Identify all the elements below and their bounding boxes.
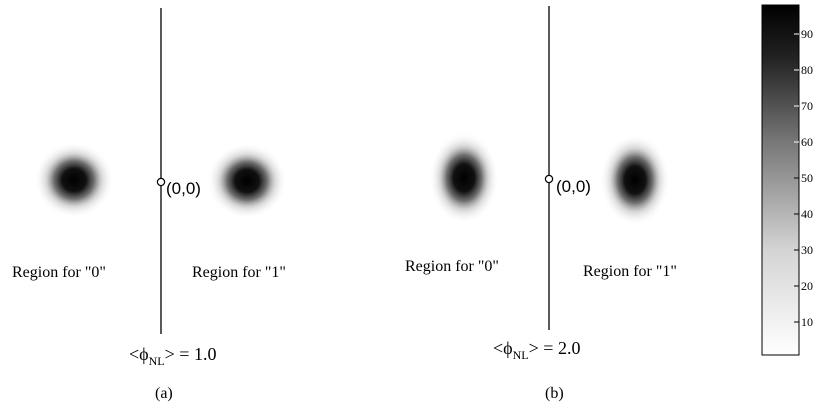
colorbar-tick-label: 50 [801, 171, 813, 185]
colorbar-tick-label: 90 [801, 27, 813, 41]
region-0-label-a: Region for "0" [12, 264, 106, 281]
origin-marker-a [156, 177, 166, 187]
constellation-blob-1-b [600, 134, 670, 226]
caption-a: (a) [155, 385, 173, 402]
origin-label-b: (0,0) [556, 177, 591, 196]
colorbar-tick-label: 40 [801, 207, 813, 221]
colorbar-tick-label: 80 [801, 63, 813, 77]
colorbar-tick-label: 20 [801, 279, 813, 293]
caption-b: (b) [545, 385, 564, 402]
colorbar-ticks: 10 20 30 40 50 60 70 80 90 [794, 27, 813, 329]
panel-b: (0,0) Region for "0" Region for "1" <ϕNL… [405, 6, 677, 402]
constellation-blob-1-a [207, 143, 287, 219]
region-1-label-a: Region for "1" [192, 264, 286, 281]
colorbar-tick-label: 60 [801, 135, 813, 149]
constellation-blob-0-b [429, 132, 499, 224]
phase-label-b: <ϕNL> = 2.0 [493, 338, 580, 362]
panel-a: (0,0) Region for "0" Region for "1" <ϕNL… [12, 8, 287, 402]
colorbar-tick-label: 70 [801, 99, 813, 113]
region-0-label-b: Region for "0" [405, 258, 499, 275]
colorbar: 10 20 30 40 50 60 70 80 90 [761, 4, 813, 356]
region-1-label-b: Region for "1" [583, 263, 677, 280]
constellation-blob-0-a [34, 142, 114, 218]
colorbar-gradient [761, 4, 800, 356]
origin-marker-b [544, 174, 554, 184]
phase-label-a: <ϕNL> = 1.0 [129, 344, 216, 368]
colorbar-tick-label: 30 [801, 243, 813, 257]
origin-label-a: (0,0) [166, 179, 201, 198]
colorbar-tick-label: 10 [801, 315, 813, 329]
